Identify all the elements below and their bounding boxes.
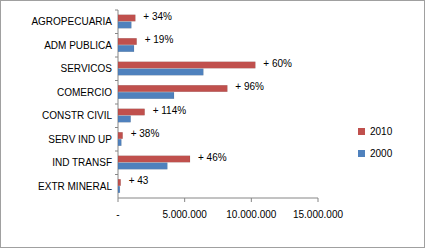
category-label: SERVICOS: [61, 63, 113, 74]
tick-mark: [184, 198, 185, 202]
bar: [118, 132, 123, 139]
category-tick: [115, 80, 118, 81]
tick-label: 15.000.000: [293, 209, 343, 220]
annotation: + 46%: [198, 152, 227, 163]
tick-mark: [251, 198, 252, 202]
category-label: CONSTR CIVIL: [42, 110, 112, 121]
tick-label: -: [116, 209, 119, 220]
tick-mark: [118, 198, 119, 202]
legend-swatch: [358, 128, 365, 135]
bar: [118, 116, 131, 123]
legend-swatch: [358, 150, 365, 157]
legend-label: 2000: [370, 148, 393, 159]
chart-wrap: AGROPECUARIA + 34% ADM PUBLICA + 19% SERVICO…: [0, 0, 425, 248]
category-tick: [115, 104, 118, 105]
annotation: + 114%: [153, 105, 187, 116]
category-tick: [115, 127, 118, 128]
category-label: EXTR MINERAL: [38, 181, 112, 192]
category-label: IND TRANSF: [52, 157, 112, 168]
category-tick: [115, 33, 118, 34]
chart: AGROPECUARIA + 34% ADM PUBLICA + 19% SERVICO…: [0, 0, 425, 248]
annotation: + 43: [129, 175, 149, 186]
annotation: + 19%: [145, 34, 174, 45]
value-axis: [118, 198, 318, 199]
bar: [118, 156, 190, 163]
bar: [118, 15, 135, 22]
bar: [118, 45, 134, 52]
legend-label: 2010: [370, 126, 393, 137]
annotation: + 60%: [263, 58, 292, 69]
category-tick: [115, 174, 118, 175]
category-label: ADM PUBLICA: [44, 40, 112, 51]
category-tick: [115, 151, 118, 152]
category-label: COMERCIO: [57, 87, 112, 98]
chart-border: [1, 1, 425, 248]
category-tick: [115, 10, 118, 11]
bar: [118, 85, 227, 92]
tick-label: 5.000.000: [162, 209, 207, 220]
bar: [118, 69, 203, 76]
bar: [118, 139, 121, 146]
category-label: AGROPECUARIA: [31, 16, 112, 27]
annotation: + 34%: [143, 11, 172, 22]
bar: [118, 38, 137, 45]
bar: [118, 22, 131, 29]
category-tick: [115, 57, 118, 58]
bar: [118, 163, 167, 170]
tick-label: 10.000.000: [226, 209, 276, 220]
bar: [118, 109, 145, 116]
bar: [118, 179, 121, 186]
bar: [118, 92, 174, 99]
bars: [118, 15, 255, 193]
annotation: + 96%: [235, 81, 264, 92]
tick-mark: [318, 198, 319, 202]
bar: [118, 62, 255, 69]
category-label: SERV IND UP: [48, 134, 112, 145]
annotation: + 38%: [131, 128, 160, 139]
bar: [118, 186, 120, 193]
